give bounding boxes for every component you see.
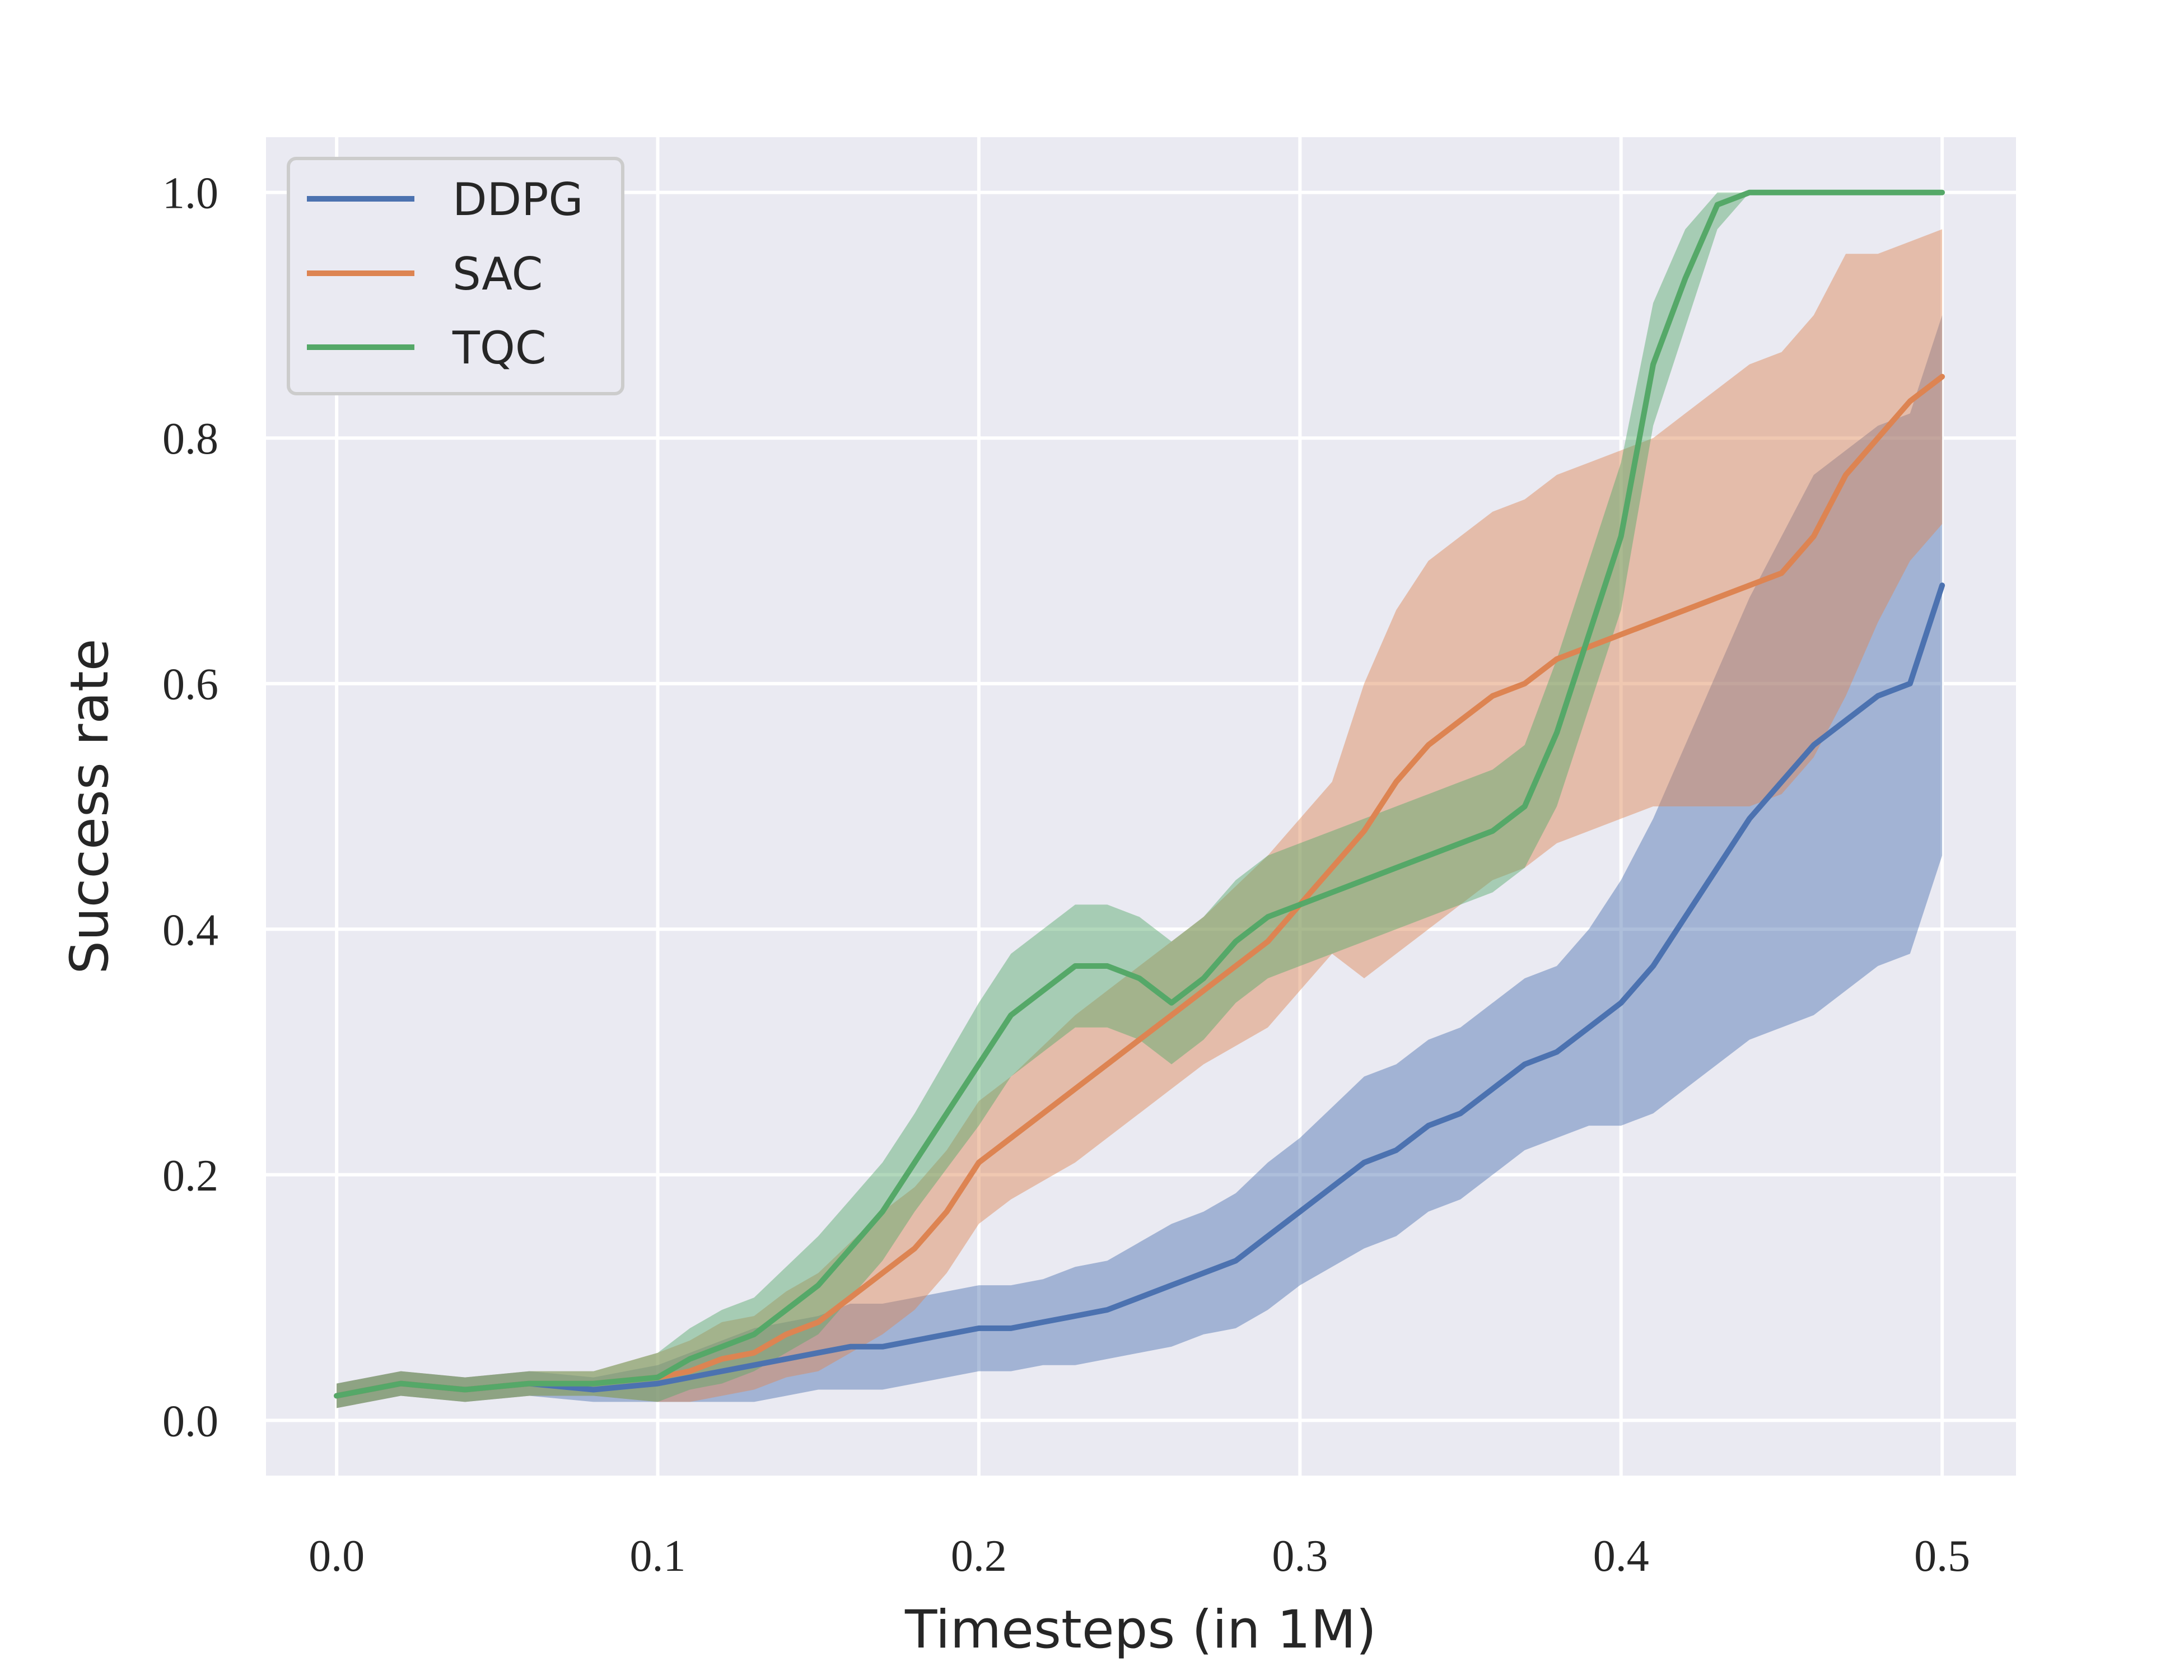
x-tick-label: 0.3: [1272, 1532, 1328, 1581]
line-sac: [334, 374, 1945, 1399]
y-tick-label: 0.8: [162, 414, 218, 464]
line-tqc: [334, 189, 1945, 1399]
legend-label-ddpg: DDPG: [452, 174, 583, 226]
x-tick-label: 0.1: [630, 1532, 686, 1581]
x-tick-label: 0.2: [951, 1532, 1007, 1581]
x-tick-label: 0.4: [1593, 1532, 1649, 1581]
legend-label-tqc: TQC: [452, 322, 547, 374]
y-tick-label: 0.2: [162, 1151, 218, 1201]
x-axis-title: Timesteps (in 1M): [904, 1599, 1376, 1660]
y-axis-title: Success rate: [59, 638, 120, 974]
legend-box: [287, 157, 624, 395]
band-sac: [337, 229, 1943, 1408]
legend: DDPG SAC TQC: [287, 157, 624, 395]
y-tick-label: 1.0: [162, 169, 218, 218]
y-tick-label: 0.0: [162, 1397, 218, 1446]
tick-labels: 0.0 0.1 0.2 0.3 0.4 0.5 0.0 0.2 0.4 0.6 0.8 1.0: [162, 169, 1970, 1581]
band-ddpg: [337, 315, 1943, 1408]
grid: [266, 137, 2016, 1476]
x-tick-label: 0.0: [309, 1532, 365, 1581]
confidence-bands: [337, 192, 1943, 1408]
y-tick-label: 0.6: [162, 660, 218, 710]
line-ddpg: [334, 582, 1945, 1399]
legend-label-sac: SAC: [452, 248, 543, 300]
x-tick-label: 0.5: [1914, 1532, 1970, 1581]
series-lines: [334, 189, 1945, 1399]
y-tick-label: 0.4: [162, 906, 218, 955]
